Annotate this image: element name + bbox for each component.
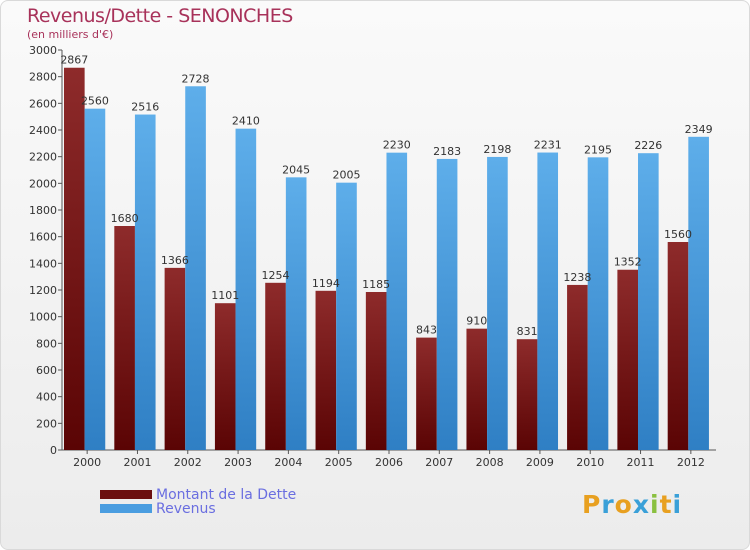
bar-dette-2000	[64, 67, 85, 450]
x-tick-label: 2010	[576, 456, 604, 469]
logo-letter: P	[582, 490, 602, 519]
x-tick-label: 2011	[627, 456, 655, 469]
data-label-revenus: 2410	[232, 115, 260, 128]
y-tick-label: 0	[50, 444, 57, 457]
legend-item-revenus: Revenus	[100, 500, 216, 517]
x-tick-label: 2005	[325, 456, 353, 469]
x-tick-label: 2012	[677, 456, 705, 469]
data-label-dette: 1560	[664, 228, 692, 241]
bar-revenus-2010	[587, 157, 609, 451]
y-tick-label: 3000	[29, 44, 57, 57]
x-tick-label: 2003	[224, 456, 252, 469]
y-tick-label: 2200	[29, 151, 57, 164]
x-tick-label: 2004	[274, 456, 302, 469]
data-label-revenus: 2183	[433, 145, 461, 158]
x-tick-label: 2007	[425, 456, 453, 469]
y-tick-label: 1600	[29, 231, 57, 244]
logo-letter: r	[601, 490, 615, 519]
data-label-dette: 1366	[161, 254, 189, 267]
data-label-revenus: 2226	[634, 139, 662, 152]
data-label-revenus: 2349	[685, 123, 713, 136]
bar-revenus-2009	[537, 152, 559, 451]
data-label-revenus: 2195	[584, 143, 612, 156]
data-label-revenus: 2728	[182, 72, 210, 85]
data-label-dette: 1238	[563, 271, 591, 284]
y-tick-label: 200	[36, 417, 57, 430]
data-label-dette: 1680	[111, 212, 139, 225]
bar-dette-2004	[265, 282, 286, 450]
logo-letter: i	[650, 490, 660, 519]
logo-letter: o	[614, 490, 633, 519]
bar-dette-2003	[214, 303, 236, 450]
data-label-dette: 1194	[312, 277, 340, 290]
bar-dette-2001	[114, 226, 135, 450]
y-tick-label: 1200	[29, 284, 57, 297]
y-tick-label: 400	[36, 391, 57, 404]
y-tick-label: 2800	[29, 71, 57, 84]
bar-dette-2005	[315, 290, 337, 450]
data-label-dette: 843	[416, 324, 437, 337]
data-label-revenus: 2045	[282, 163, 310, 176]
bar-dette-2007	[416, 337, 437, 450]
data-label-dette: 1185	[362, 278, 390, 291]
bar-revenus-2004	[285, 177, 307, 451]
x-tick-label: 2000	[73, 456, 101, 469]
x-tick-label: 2001	[123, 456, 151, 469]
y-tick-label: 1000	[29, 311, 57, 324]
bar-revenus-2007	[436, 158, 458, 450]
bar-dette-2009	[516, 339, 538, 450]
data-label-revenus: 2198	[483, 143, 511, 156]
bar-revenus-2000	[84, 108, 106, 451]
bar-dette-2008	[466, 328, 488, 450]
data-label-revenus: 2560	[81, 95, 109, 108]
data-label-dette: 910	[466, 315, 487, 328]
bar-dette-2011	[617, 269, 639, 450]
y-tick-label: 2400	[29, 124, 57, 137]
bar-revenus-2005	[336, 182, 357, 450]
x-tick-label: 2002	[174, 456, 202, 469]
y-tick-label: 2000	[29, 177, 57, 190]
bar-dette-2006	[365, 292, 387, 450]
legend-label-debt: Montant de la Dette	[156, 486, 297, 503]
bar-dette-2002	[164, 267, 186, 450]
data-label-revenus: 2516	[131, 101, 159, 114]
bar-revenus-2012	[688, 136, 709, 451]
data-label-dette: 1254	[262, 269, 290, 282]
logo-letter: t	[659, 490, 673, 519]
bar-dette-2012	[667, 242, 689, 450]
y-tick-label: 1800	[29, 204, 57, 217]
chart-subtitle: (en milliers d'€)	[27, 28, 114, 41]
legend-swatch-debt	[100, 490, 152, 499]
y-tick-label: 800	[36, 337, 57, 350]
y-tick-label: 2600	[29, 97, 57, 110]
y-tick-label: 1400	[29, 257, 57, 270]
chart-title: Revenus/Dette - SENONCHES	[27, 5, 293, 27]
bar-revenus-2003	[235, 128, 257, 450]
logo-letter: x	[632, 490, 650, 519]
data-label-revenus: 2230	[383, 139, 411, 152]
bar-revenus-2001	[134, 114, 156, 451]
logo-letter: i	[672, 490, 683, 519]
bar-revenus-2008	[487, 156, 508, 450]
data-label-dette: 2867	[60, 54, 88, 67]
legend-label-revenus: Revenus	[156, 500, 216, 517]
proxiti-logo: Proxiti	[582, 490, 682, 519]
bar-revenus-2002	[185, 86, 206, 451]
y-tick-label: 600	[36, 364, 57, 377]
data-label-dette: 1101	[211, 289, 239, 302]
data-label-dette: 1352	[614, 256, 642, 269]
bar-revenus-2006	[386, 152, 408, 450]
data-label-revenus: 2005	[332, 169, 360, 182]
bar-dette-2010	[567, 284, 588, 450]
x-tick-label: 2009	[526, 456, 554, 469]
data-label-revenus: 2231	[534, 139, 562, 152]
legend-swatch-revenus	[100, 504, 152, 513]
data-label-dette: 831	[517, 325, 538, 338]
bar-revenus-2011	[638, 153, 659, 450]
legend-item-debt: Montant de la Dette	[100, 486, 297, 503]
x-tick-label: 2006	[375, 456, 403, 469]
x-tick-label: 2008	[476, 456, 504, 469]
